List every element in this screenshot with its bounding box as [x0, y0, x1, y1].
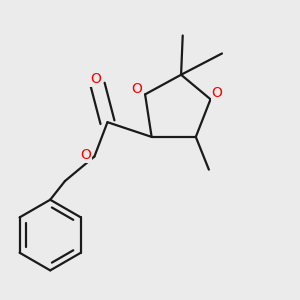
Text: O: O — [212, 86, 223, 100]
Text: O: O — [131, 82, 142, 97]
Text: O: O — [80, 148, 91, 162]
Text: O: O — [91, 72, 101, 86]
